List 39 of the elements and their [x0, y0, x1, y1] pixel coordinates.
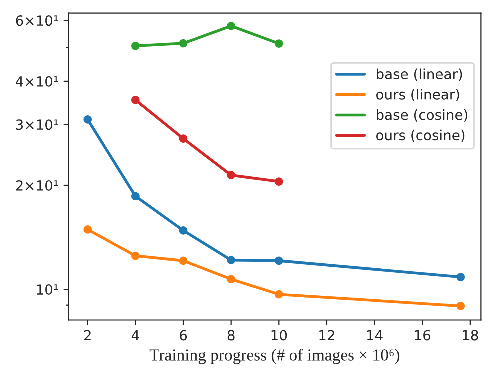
x-axis-title: Training progress (# of images × 10⁶): [150, 348, 400, 364]
point: [227, 256, 236, 264]
y-tick-label: 3×10¹: [16, 120, 58, 130]
legend-label: ours (cosine): [376, 130, 465, 142]
point: [132, 96, 140, 104]
point: [132, 192, 140, 201]
x-tick-label: 12: [320, 330, 334, 341]
x-tick-label: 8: [228, 330, 235, 341]
point: [274, 290, 284, 299]
legend-label: base (cosine): [377, 110, 468, 122]
point: [456, 302, 466, 310]
point: [227, 171, 236, 180]
point: [456, 273, 466, 282]
x-tick-label: 10: [272, 330, 288, 341]
x-tick-label: 2: [84, 330, 91, 341]
point: [179, 226, 188, 235]
x-tick-label: 14: [367, 330, 383, 341]
point: [274, 256, 284, 266]
point: [132, 42, 140, 50]
point: [274, 178, 284, 186]
point: [84, 116, 92, 124]
x-tick-label: 18: [463, 330, 478, 341]
point: [84, 226, 92, 234]
x-tick-label: 4: [132, 330, 140, 341]
point: [179, 134, 188, 143]
legend-label: base (linear): [377, 68, 462, 82]
point: [227, 275, 236, 284]
x-tick-label: 6: [180, 330, 188, 341]
y-tick-label: 2×10¹: [16, 180, 58, 191]
point: [179, 39, 188, 48]
point: [179, 256, 188, 266]
y-tick-label: 6×10¹: [16, 16, 58, 26]
point: [132, 252, 140, 260]
point: [274, 40, 284, 48]
x-tick-label: 16: [415, 330, 431, 341]
y-tick-label: 10¹: [37, 284, 58, 296]
y-tick-label: 4×10¹: [16, 76, 58, 87]
point: [227, 22, 236, 30]
legend-label: ours (linear): [376, 89, 460, 102]
